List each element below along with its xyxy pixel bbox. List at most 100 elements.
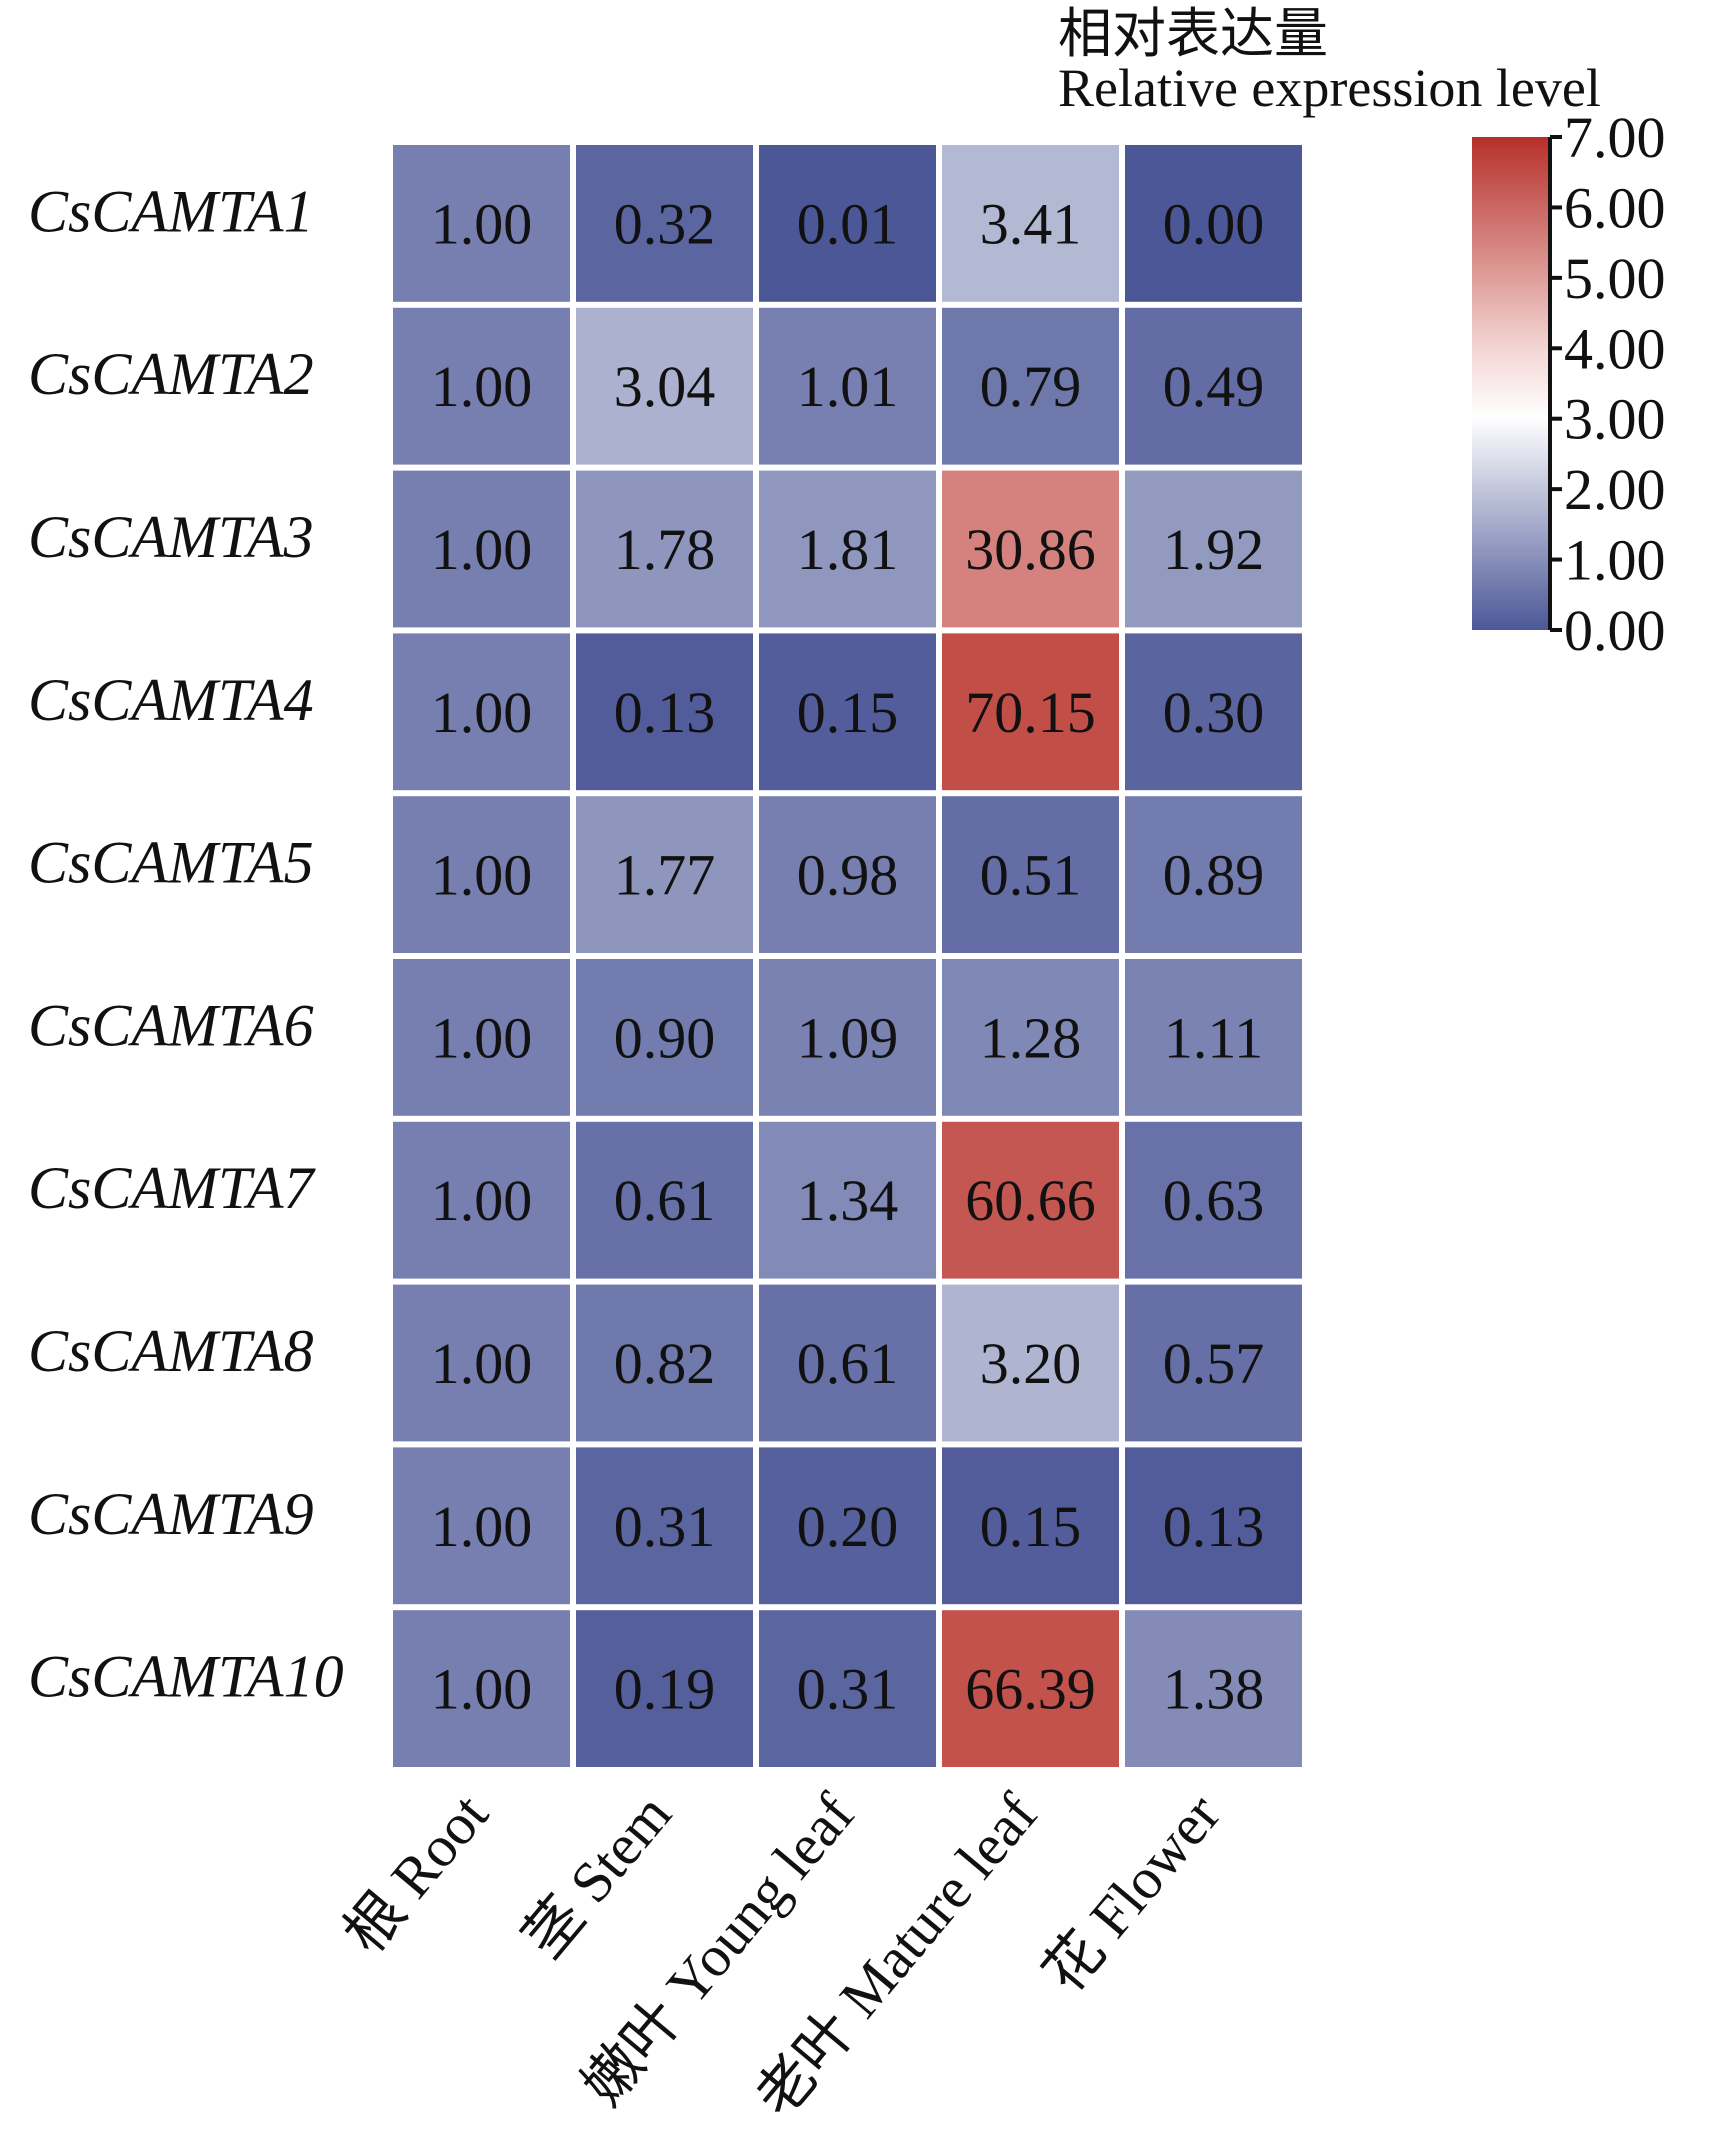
heatmap-cell <box>576 145 753 302</box>
row-label: CsCAMTA5 <box>28 830 314 896</box>
cell-value-label: 1.78 <box>614 517 716 582</box>
cell-value-label: 0.32 <box>614 191 716 256</box>
cell-value-label: 30.86 <box>965 517 1096 582</box>
row-label: CsCAMTA10 <box>28 1644 344 1710</box>
cell-value-label: 1.77 <box>614 843 716 908</box>
heatmap-cell <box>759 959 936 1116</box>
heatmap-cell <box>1125 796 1302 953</box>
cell-value-label: 1.00 <box>431 843 533 908</box>
heatmap-cell <box>1125 307 1302 465</box>
heatmap-cell <box>1125 1610 1302 1767</box>
heatmap-cell <box>759 1447 936 1605</box>
cell-value-label: 3.41 <box>980 191 1082 256</box>
heatmap-cell <box>942 307 1119 465</box>
heatmap-cell <box>942 1447 1119 1605</box>
heatmap-cell <box>576 1447 753 1605</box>
heatmap-cell <box>1125 1447 1302 1605</box>
heatmap-cell <box>393 796 570 953</box>
heatmap-cell <box>942 470 1119 628</box>
heatmap-cell <box>576 307 753 465</box>
heatmap-cell <box>393 1284 570 1442</box>
cell-value-label: 0.13 <box>1163 1494 1265 1559</box>
cell-value-label: 0.90 <box>614 1005 716 1070</box>
heatmap-cell <box>1125 959 1302 1116</box>
row-label: CsCAMTA7 <box>28 1155 317 1221</box>
heatmap-cell <box>759 307 936 465</box>
legend-title-cn: 相对表达量 <box>1058 4 1328 64</box>
cell-value-label: 1.00 <box>431 1494 533 1559</box>
row-label: CsCAMTA9 <box>28 1481 314 1547</box>
cell-value-label: 0.51 <box>980 843 1082 908</box>
colorbar-tick-label: 7.00 <box>1564 105 1666 170</box>
cell-value-label: 1.92 <box>1163 517 1265 582</box>
cell-value-label: 70.15 <box>965 680 1096 745</box>
heatmap-cell <box>942 633 1119 791</box>
colorbar-tick-label: 5.00 <box>1564 246 1666 311</box>
row-label: CsCAMTA3 <box>28 504 314 570</box>
heatmap-cell <box>942 796 1119 953</box>
cell-value-label: 0.31 <box>797 1657 899 1722</box>
cell-value-label: 0.61 <box>797 1331 899 1396</box>
row-label: CsCAMTA2 <box>28 341 314 407</box>
heatmap-cell <box>759 1121 936 1279</box>
cell-value-label: 0.13 <box>614 680 716 745</box>
heatmap-cell <box>759 633 936 791</box>
cell-value-label: 1.00 <box>431 1657 533 1722</box>
colorbar <box>1472 137 1548 630</box>
cell-value-label: 0.63 <box>1163 1168 1265 1233</box>
cell-value-label: 0.01 <box>797 191 899 256</box>
cell-value-label: 0.30 <box>1163 680 1265 745</box>
cell-value-label: 1.81 <box>797 517 899 582</box>
cell-value-label: 1.00 <box>431 1168 533 1233</box>
heatmap-cell <box>1125 470 1302 628</box>
heatmap-cell <box>393 1447 570 1605</box>
colorbar-tick-label: 2.00 <box>1564 457 1666 522</box>
cell-value-label: 3.20 <box>980 1331 1082 1396</box>
cell-value-label: 1.28 <box>980 1005 1082 1070</box>
heatmap-cell <box>576 796 753 953</box>
column-label: 茎 Stem <box>511 1782 684 1971</box>
colorbar-tick-label: 4.00 <box>1564 316 1666 381</box>
cell-value-label: 0.57 <box>1163 1331 1265 1396</box>
cell-value-label: 1.00 <box>431 517 533 582</box>
heatmap-cell <box>576 1610 753 1767</box>
colorbar-tick-label: 0.00 <box>1564 598 1666 663</box>
heatmap-cell <box>942 1121 1119 1279</box>
cell-value-label: 1.09 <box>797 1005 899 1070</box>
heatmap-cell <box>1125 633 1302 791</box>
cell-value-label: 1.00 <box>431 354 533 419</box>
heatmap-cell <box>576 1121 753 1279</box>
cell-value-label: 0.82 <box>614 1331 716 1396</box>
cell-value-label: 0.00 <box>1163 191 1265 256</box>
cell-value-label: 1.01 <box>797 354 899 419</box>
cell-value-label: 0.61 <box>614 1168 716 1233</box>
heatmap-cell <box>576 633 753 791</box>
heatmap-cell <box>759 145 936 302</box>
row-label: CsCAMTA4 <box>28 667 314 733</box>
cell-value-label: 0.15 <box>980 1494 1082 1559</box>
heatmap-cell <box>393 1121 570 1279</box>
cell-value-label: 0.49 <box>1163 354 1265 419</box>
row-label: CsCAMTA1 <box>28 178 314 244</box>
heatmap-cell <box>759 470 936 628</box>
cell-value-label: 0.98 <box>797 843 899 908</box>
heatmap-cell <box>942 959 1119 1116</box>
heatmap-cell <box>393 470 570 628</box>
cell-value-label: 0.19 <box>614 1657 716 1722</box>
heatmap-cell <box>393 307 570 465</box>
heatmap-cell <box>759 796 936 953</box>
heatmap-cell <box>1125 1121 1302 1279</box>
heatmap-cell <box>942 1284 1119 1442</box>
heatmap-cell <box>759 1284 936 1442</box>
cell-value-label: 0.15 <box>797 680 899 745</box>
cell-value-label: 1.00 <box>431 680 533 745</box>
colorbar-tick-label: 6.00 <box>1564 175 1666 240</box>
cell-value-label: 0.20 <box>797 1494 899 1559</box>
colorbar-tick-label: 3.00 <box>1564 387 1666 452</box>
cell-value-label: 0.79 <box>980 354 1082 419</box>
heatmap-cell <box>942 145 1119 302</box>
heatmap-cell <box>942 1610 1119 1767</box>
legend-title-en: Relative expression level <box>1058 58 1601 118</box>
heatmap-cell <box>393 633 570 791</box>
heatmap-cell <box>759 1610 936 1767</box>
